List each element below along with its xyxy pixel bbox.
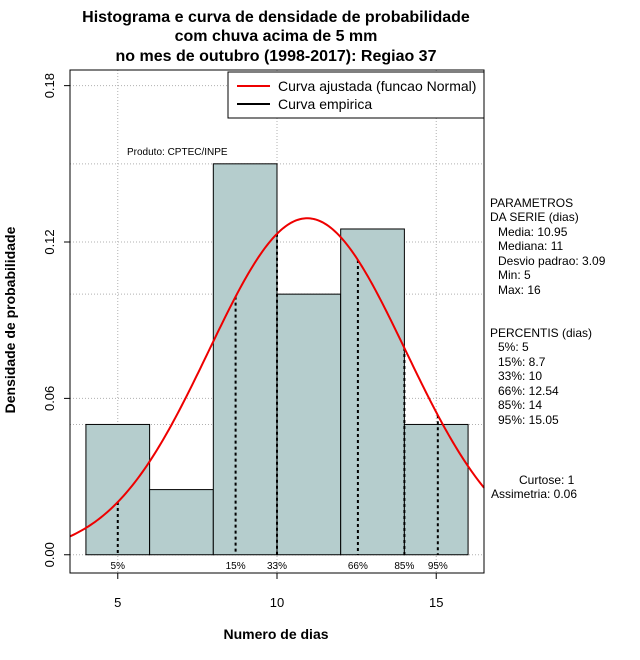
legend: Curva ajustada (funcao Normal) Curva emp…: [227, 71, 485, 119]
percentile-label-3: 66%: [348, 561, 368, 572]
param-media: Media: 10.95: [498, 225, 568, 239]
percentil-15: 15%: 8.7: [498, 355, 546, 369]
bars-layer: [85, 163, 469, 556]
curtose-label: Curtose: 1: [519, 473, 575, 487]
param-min: Min: 5: [498, 268, 531, 282]
chart-title: Histograma e curva de densidade de proba…: [82, 9, 470, 65]
y-tick-label-0: 0.00: [42, 542, 57, 567]
percentil-85: 85%: 14: [498, 398, 542, 412]
normal-fit-curve: [69, 217, 485, 538]
chart-title-line-2: com chuva acima de 5 mm: [175, 28, 378, 45]
axis-layer: 5 10 15 0.00 0.06 0.12 0.18: [42, 73, 443, 610]
x-axis-label: Numero de dias: [223, 626, 328, 642]
params-title-1: PARAMETROS: [490, 196, 573, 210]
percentile-label-4: 85%: [394, 561, 414, 572]
param-max: Max: 16: [498, 283, 541, 297]
y-tick-label-1: 0.06: [42, 386, 57, 411]
legend-box: [227, 71, 485, 119]
percentis-title: PERCENTIS (dias): [490, 326, 592, 340]
x-tick-label-1: 10: [270, 595, 284, 610]
x-tick-label-0: 5: [114, 595, 121, 610]
histogram-bar-0: [85, 423, 151, 556]
percentile-lines-layer: 5% 15% 33% 66% 85% 95%: [111, 233, 448, 572]
percentil-5: 5%: 5: [498, 340, 529, 354]
stats-panel: PARAMETROS DA SERIE (dias) Media: 10.95 …: [490, 196, 606, 501]
params-title-2: DA SERIE (dias): [490, 210, 579, 224]
percentile-label-2: 33%: [267, 561, 287, 572]
y-tick-label-2: 0.12: [42, 229, 57, 254]
chart-title-line-1: Histograma e curva de densidade de proba…: [82, 9, 470, 26]
percentile-label-5: 95%: [428, 561, 448, 572]
curve-layer: [69, 217, 485, 538]
histogram-bar-2: [212, 163, 278, 556]
y-tick-label-3: 0.18: [42, 73, 57, 98]
param-desvio: Desvio padrao: 3.09: [498, 254, 606, 268]
assimetria-label: Assimetria: 0.06: [491, 487, 577, 501]
percentile-label-1: 15%: [226, 561, 246, 572]
legend-label-fit: Curva ajustada (funcao Normal): [278, 78, 476, 94]
histogram-bar-1: [149, 489, 214, 556]
percentile-label-0: 5%: [111, 561, 126, 572]
percentil-66: 66%: 12.54: [498, 384, 559, 398]
histogram-bar-3: [276, 293, 342, 556]
percentil-95: 95%: 15.05: [498, 413, 559, 427]
param-mediana: Mediana: 11: [498, 239, 563, 253]
percentil-33: 33%: 10: [498, 369, 542, 383]
histogram-bar-4: [340, 228, 405, 556]
legend-label-empirical: Curva empirica: [278, 96, 372, 112]
product-label: Produto: CPTEC/INPE: [127, 147, 228, 158]
y-axis-label: Densidade de probabilidade: [2, 226, 18, 413]
chart-title-line-3: no mes de outubro (1998-2017): Regiao 37: [116, 48, 437, 65]
x-tick-label-2: 15: [429, 595, 443, 610]
histogram-bar-5: [403, 423, 469, 556]
